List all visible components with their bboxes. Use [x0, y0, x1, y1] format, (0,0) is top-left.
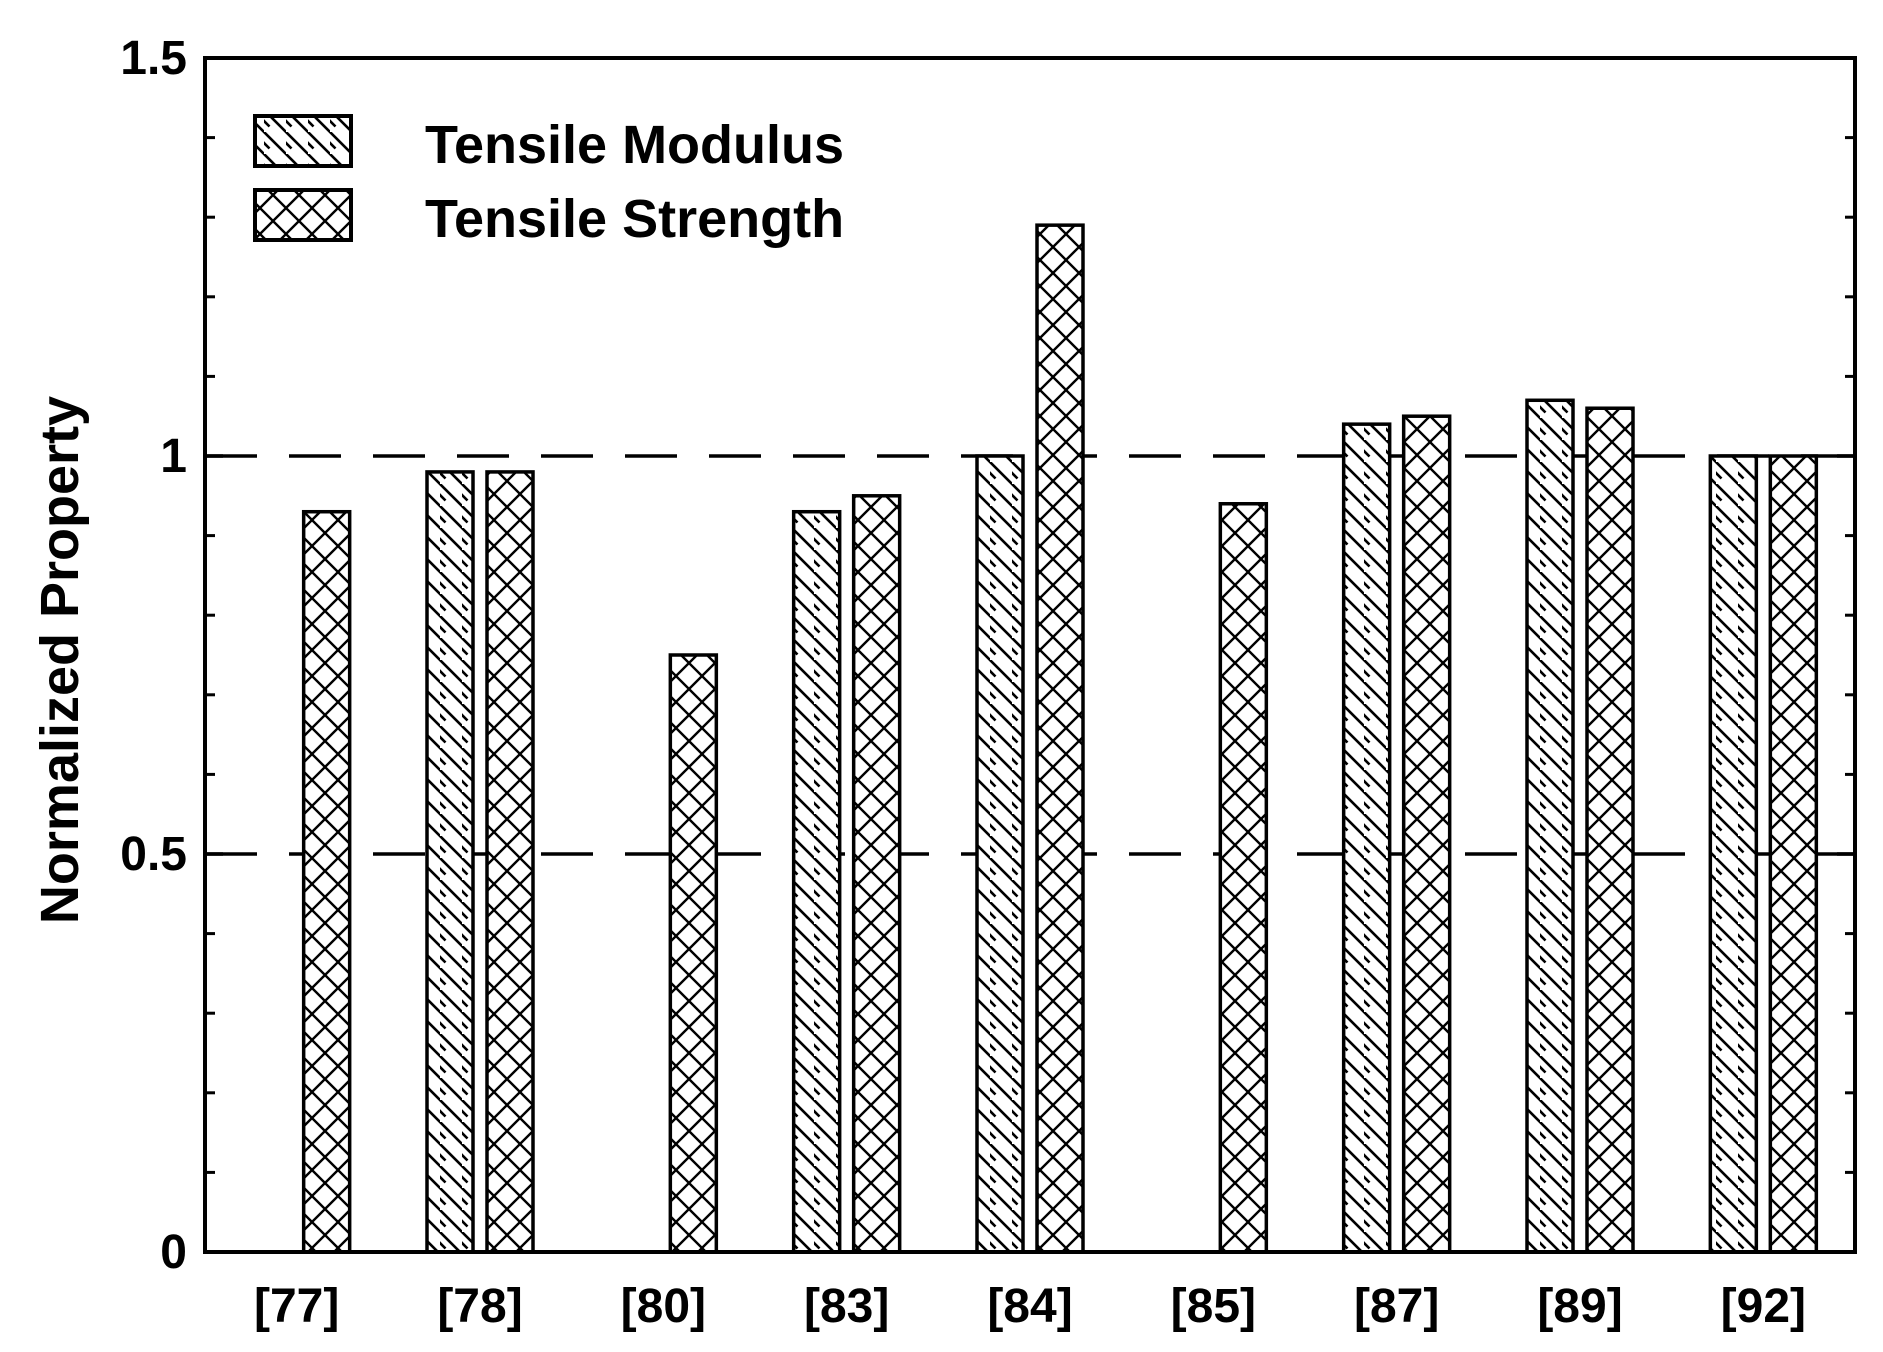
- x-tick-label: [87]: [1354, 1280, 1439, 1333]
- legend: Tensile Modulus Tensile Strength: [253, 114, 844, 249]
- x-tick-label: [84]: [987, 1280, 1072, 1333]
- bar: [301, 509, 352, 1254]
- x-tick-label: [85]: [1171, 1280, 1256, 1333]
- bar: [425, 470, 475, 1254]
- bar: [1585, 406, 1635, 1254]
- bar: [1401, 414, 1452, 1254]
- x-tick-label: [80]: [621, 1280, 706, 1333]
- bar: [668, 653, 719, 1254]
- bar: [1708, 454, 1759, 1254]
- x-tick-label: [77]: [254, 1280, 339, 1333]
- y-tick-label: 1: [160, 430, 187, 483]
- y-tick-label: 1.5: [120, 32, 187, 85]
- bar: [851, 494, 902, 1254]
- x-tick-label: [92]: [1721, 1280, 1806, 1333]
- legend-label-tensile-strength: Tensile Strength: [425, 189, 844, 249]
- bar: [1035, 223, 1085, 1254]
- bar: [1525, 398, 1575, 1254]
- bar: [485, 470, 535, 1254]
- bar: [1768, 454, 1819, 1254]
- bar: [791, 509, 842, 1254]
- plot-frame: [203, 56, 1857, 1254]
- legend-label-tensile-modulus: Tensile Modulus: [425, 115, 844, 175]
- x-tick-label: [89]: [1537, 1280, 1622, 1333]
- legend-swatch-tensile-modulus: [253, 114, 353, 168]
- y-axis-title: Normalized Property: [30, 396, 90, 924]
- bar: [1218, 502, 1269, 1254]
- legend-swatch-tensile-strength: [253, 188, 353, 242]
- y-tick-label: 0.5: [120, 828, 187, 881]
- bar: [1341, 422, 1392, 1254]
- bar: [975, 454, 1025, 1254]
- x-tick-label: [83]: [804, 1280, 889, 1333]
- x-tick-label: [78]: [437, 1280, 522, 1333]
- y-tick-label: 0: [160, 1226, 187, 1279]
